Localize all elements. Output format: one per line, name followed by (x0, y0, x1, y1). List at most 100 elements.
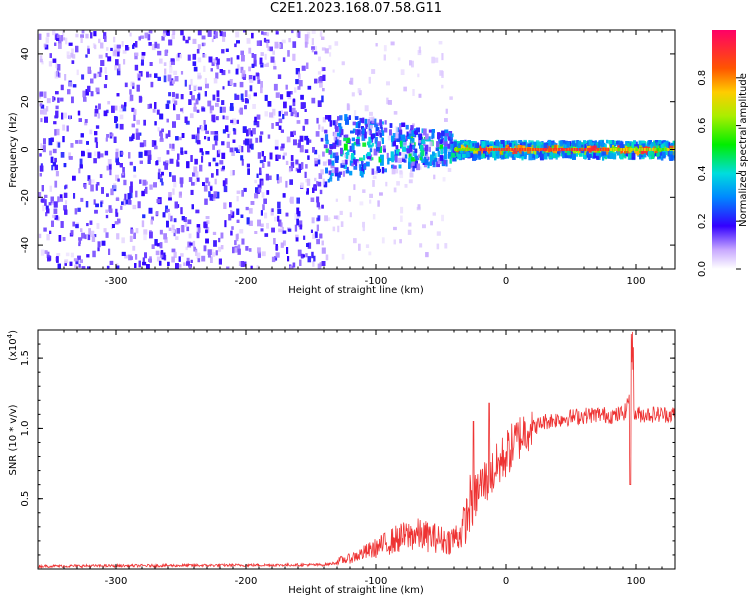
heatmap-cell (204, 124, 207, 131)
heatmap-cell (109, 260, 114, 265)
heatmap-cell (549, 152, 554, 157)
heatmap-cell (379, 125, 383, 129)
heatmap-cell (269, 152, 273, 160)
heatmap-cell (297, 30, 301, 32)
heatmap-cell (151, 44, 156, 51)
heatmap-cell (406, 131, 409, 137)
heatmap-cell (90, 230, 95, 237)
heatmap-cell (264, 63, 269, 67)
heatmap-cell (415, 155, 419, 161)
heatmap-cell (58, 235, 62, 242)
heatmap-cell (183, 262, 186, 266)
heatmap-cell (291, 265, 294, 269)
heatmap-cell (58, 43, 62, 49)
heatmap-cell (117, 48, 121, 53)
heatmap-cell (133, 174, 137, 178)
heatmap-cell (504, 142, 507, 149)
heatmap-cell (561, 140, 566, 145)
heatmap-cell (298, 71, 300, 77)
heatmap-cell (215, 162, 219, 167)
heatmap-cell (43, 91, 47, 99)
heatmap-cell (215, 57, 218, 61)
heatmap-cell (380, 127, 383, 133)
heatmap-cell (508, 150, 513, 156)
heatmap-cell (205, 151, 210, 155)
heatmap-cell (369, 199, 372, 204)
heatmap-cell (273, 60, 276, 68)
heatmap-cell (245, 206, 249, 211)
heatmap-cell (73, 193, 76, 199)
heatmap-cell (147, 154, 152, 160)
heatmap-cell (236, 219, 240, 223)
heatmap-cell (227, 131, 231, 136)
heatmap-cell (140, 35, 144, 39)
heatmap-cell (431, 132, 435, 139)
heatmap-cell (41, 185, 44, 192)
heatmap-cell (85, 54, 88, 58)
heatmap-cell (75, 140, 79, 144)
heatmap-cell (664, 150, 668, 155)
heatmap-cell (216, 97, 220, 102)
heatmap-cell (305, 253, 308, 258)
heatmap-cell (168, 92, 172, 97)
heatmap-cell (137, 201, 141, 209)
heatmap-cell (277, 215, 280, 222)
heatmap-cell (315, 131, 320, 137)
heatmap-cell (392, 133, 396, 138)
heatmap-cell (163, 233, 167, 240)
heatmap-cell (400, 206, 404, 214)
heatmap-cell (251, 53, 254, 58)
heatmap-cell (249, 79, 254, 83)
heatmap-cell (267, 101, 272, 107)
heatmap-cell (409, 172, 414, 178)
heatmap-cell (54, 180, 58, 188)
heatmap-cell (275, 92, 280, 98)
heatmap-cell (597, 141, 601, 148)
heatmap-cell (308, 139, 312, 143)
heatmap-cell (192, 53, 197, 60)
heatmap-cell (97, 151, 101, 159)
heatmap-cell (175, 54, 180, 62)
heatmap-cell (251, 143, 254, 150)
heatmap-cell (441, 214, 444, 222)
heatmap-cell (75, 33, 79, 38)
heatmap-cell (181, 216, 185, 221)
heatmap-cell (311, 46, 315, 50)
heatmap-cell (357, 88, 361, 94)
heatmap-cell (174, 100, 178, 105)
heatmap-cell (306, 138, 310, 145)
heatmap-cell (439, 70, 444, 76)
heatmap-cell (300, 182, 304, 188)
heatmap-cell (277, 74, 282, 79)
heatmap-cell (216, 63, 220, 70)
heatmap-cell (362, 189, 366, 193)
heatmap-cell (333, 215, 338, 219)
heatmap-cell (71, 60, 75, 64)
heatmap-cell (264, 111, 268, 117)
heatmap-cell (113, 105, 118, 111)
heatmap-cell (328, 118, 331, 122)
heatmap-cell (341, 253, 345, 260)
heatmap-cell (280, 242, 284, 248)
heatmap-cell (424, 144, 429, 152)
heatmap-cell (435, 147, 439, 151)
heatmap-cell (208, 181, 211, 186)
heatmap-cell (275, 31, 279, 35)
heatmap-cell (372, 214, 376, 220)
heatmap-cell (371, 168, 375, 175)
heatmap-cell (447, 143, 451, 149)
heatmap-cell (293, 139, 297, 146)
heatmap-cell (64, 74, 67, 81)
heatmap-cell (296, 218, 299, 226)
heatmap-cell (65, 184, 68, 189)
heatmap-cell (489, 146, 494, 150)
heatmap-cell (148, 30, 153, 34)
heatmap-cell (340, 129, 344, 136)
heatmap-cell (557, 151, 560, 156)
heatmap-cell (86, 141, 89, 145)
heatmap-cell (312, 233, 317, 240)
heatmap-cell (391, 135, 395, 142)
heatmap-cell (322, 74, 326, 81)
heatmap-cell (311, 251, 314, 259)
heatmap-cell (98, 54, 103, 59)
